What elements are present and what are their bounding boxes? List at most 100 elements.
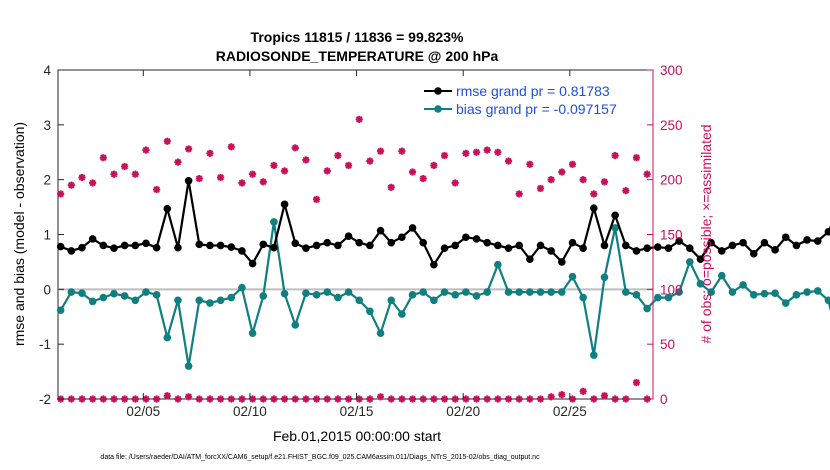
- obs-count-stroke: [185, 393, 192, 401]
- obs-count-point: [270, 161, 278, 170]
- rmse-point: [579, 244, 587, 253]
- obs-count-point: [579, 176, 587, 184]
- obs-count-stroke: [419, 395, 427, 403]
- bias-point: [408, 291, 417, 299]
- bias-point: [334, 293, 342, 302]
- legend-marker-bias: [434, 105, 442, 113]
- rmse-point: [462, 233, 470, 242]
- bias-point: [824, 296, 830, 305]
- bias-point: [366, 307, 374, 316]
- obs-count-point: [472, 148, 481, 156]
- obs-count-point: [536, 184, 545, 193]
- rmse-point: [600, 241, 609, 250]
- rmse-point: [280, 200, 289, 209]
- obs-count-point: [174, 395, 182, 403]
- obs-count-stroke: [270, 395, 278, 403]
- y-axis-right-label: # of obs: o=possible; ×=assimilated: [698, 124, 714, 343]
- obs-count-stroke: [483, 146, 491, 154]
- y-tick-label: 1: [43, 228, 51, 243]
- bias-point: [398, 310, 406, 318]
- obs-count-point: [312, 195, 321, 204]
- rmse-point: [259, 240, 268, 249]
- obs-count-stroke: [132, 395, 139, 403]
- obs-count-point: [430, 395, 438, 403]
- obs-count-point: [547, 393, 555, 401]
- obs-count-stroke: [377, 147, 384, 155]
- rmse-point: [440, 244, 449, 253]
- obs-count-point: [227, 143, 235, 151]
- obs-count-stroke: [163, 392, 171, 400]
- obs-count-stroke: [334, 152, 342, 159]
- y-tick-label: -2: [39, 392, 51, 407]
- obs-count-stroke: [558, 168, 566, 176]
- obs-count-stroke: [451, 395, 459, 403]
- obs-count-stroke: [505, 157, 512, 165]
- y2-tick-label: 100: [660, 282, 683, 297]
- obs-count-stroke: [323, 395, 331, 403]
- obs-count-point: [238, 179, 246, 187]
- bias-point: [803, 288, 811, 296]
- obs-count-point: [590, 395, 598, 403]
- legend-label-bias: bias grand pr = -0.097157: [456, 101, 617, 117]
- bias-point: [312, 291, 321, 299]
- series-layer: [56, 115, 830, 403]
- rmse-point: [56, 242, 65, 251]
- rmse-point: [813, 237, 822, 245]
- y2-tick-label: 300: [660, 63, 683, 78]
- rmse-point: [739, 238, 747, 247]
- rmse-point: [163, 204, 172, 213]
- obs-count-stroke: [345, 162, 352, 169]
- rmse-point: [749, 249, 758, 258]
- rmse-point: [270, 243, 278, 252]
- legend: rmse grand pr = 0.81783 bias grand pr = …: [420, 79, 650, 121]
- obs-count-point: [494, 148, 502, 156]
- rmse-point: [568, 238, 577, 247]
- y-tick-label: 0: [43, 282, 51, 297]
- obs-count-point: [547, 176, 555, 184]
- obs-count-point: [142, 146, 150, 154]
- rmse-point: [334, 241, 342, 250]
- obs-count-stroke: [174, 395, 182, 403]
- y2-tick-label: 250: [660, 118, 683, 133]
- obs-count-point: [110, 170, 118, 178]
- obs-count-stroke: [430, 395, 438, 403]
- obs-count-point: [153, 395, 161, 403]
- obs-count-stroke: [195, 395, 203, 403]
- bias-point: [131, 296, 140, 305]
- legend-marker-rmse: [434, 87, 442, 95]
- obs-count-stroke: [110, 170, 118, 178]
- obs-count-point: [89, 179, 97, 187]
- y-tick-label: 2: [43, 173, 51, 188]
- obs-count-stroke: [259, 395, 267, 403]
- obs-count-point: [334, 151, 342, 160]
- obs-count-point: [387, 395, 395, 403]
- rmse-point: [781, 233, 790, 242]
- obs-count-point: [57, 190, 65, 198]
- rmse-point: [344, 232, 353, 240]
- obs-count-point: [600, 178, 609, 186]
- obs-count-stroke: [121, 395, 128, 403]
- obs-count-point: [131, 170, 139, 178]
- rmse-point: [717, 247, 726, 255]
- rmse-point: [142, 239, 150, 248]
- rmse-point: [622, 241, 630, 250]
- obs-count-point: [526, 395, 534, 403]
- obs-count-point: [483, 146, 491, 154]
- rmse-point: [248, 259, 257, 268]
- obs-count-point: [334, 395, 342, 403]
- bias-point: [568, 272, 577, 281]
- bias-point: [259, 292, 268, 300]
- y-axis-right: 0 50 100 150 200 250 300: [647, 63, 683, 407]
- obs-count-point: [67, 181, 75, 189]
- bias-point: [142, 288, 150, 296]
- obs-count-point: [408, 395, 417, 403]
- rmse-point: [430, 260, 438, 269]
- rmse-point: [291, 239, 300, 248]
- obs-count-stroke: [398, 395, 406, 403]
- obs-count-stroke: [451, 179, 459, 187]
- x-tick-label: 02/10: [233, 404, 267, 419]
- obs-count-stroke: [473, 395, 480, 403]
- obs-count-point: [291, 395, 299, 403]
- rmse-point: [78, 243, 86, 252]
